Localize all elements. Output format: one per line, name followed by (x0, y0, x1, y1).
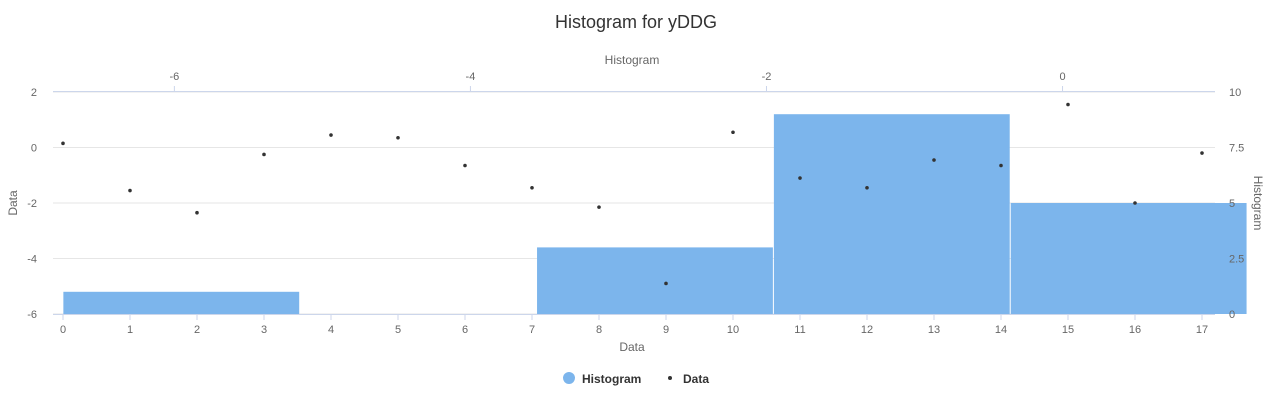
histogram-bar-0 (63, 291, 300, 314)
x-bottom-tick-label: 17 (1196, 324, 1208, 336)
histogram-bars (63, 114, 1247, 314)
y-right-tick-label: 5 (1229, 198, 1235, 210)
x-axis-top-title: Histogram (605, 53, 660, 67)
x-bottom-tick-label: 9 (663, 324, 669, 336)
data-point-15 (1066, 102, 1070, 107)
x-top-tick-label: -6 (169, 71, 179, 83)
x-bottom-tick-label: 12 (861, 324, 873, 336)
legend-data-label: Data (683, 372, 709, 386)
x-bottom-tick-label: 14 (995, 324, 1007, 336)
data-point-2 (195, 210, 199, 215)
data-point-12 (865, 185, 869, 190)
legend-histogram-marker (563, 372, 575, 384)
x-axis-top-ticks: -6 -4 -2 0 (169, 71, 1066, 92)
y-right-tick-label: 10 (1229, 87, 1241, 99)
y-left-tick-label: -2 (27, 198, 37, 210)
data-point-11 (798, 176, 802, 180)
y-right-tick-label: 0 (1229, 309, 1235, 321)
x-bottom-tick-label: 3 (261, 324, 267, 336)
x-bottom-tick-label: 8 (596, 324, 602, 336)
data-point-13 (932, 158, 936, 162)
y-left-tick-label: 2 (31, 87, 37, 99)
x-axis-bottom-ticks: 0 1 2 3 4 5 6 7 8 9 10 11 12 13 14 15 16 17 (60, 314, 1208, 336)
x-bottom-tick-label: 16 (1129, 324, 1141, 336)
legend-histogram-label: Histogram (582, 372, 641, 386)
x-bottom-tick-label: 0 (60, 324, 66, 336)
data-point-7 (530, 185, 534, 190)
data-point-1 (128, 188, 132, 193)
histogram-bar-3 (773, 114, 1010, 314)
y-right-tick-label: 2.5 (1229, 254, 1244, 266)
x-bottom-tick-label: 5 (395, 324, 401, 336)
y-axis-right-ticks: 0 2.5 5 7.5 10 (1229, 87, 1244, 321)
x-bottom-tick-label: 10 (727, 324, 739, 336)
data-point-17 (1200, 151, 1204, 155)
legend: Histogram Data (563, 372, 709, 386)
data-point-0 (61, 141, 65, 146)
histogram-bar-4 (1010, 203, 1247, 314)
x-bottom-tick-label: 4 (328, 324, 334, 336)
data-point-6 (463, 163, 467, 168)
data-point-10 (731, 130, 735, 135)
data-point-5 (396, 135, 400, 140)
legend-data-marker (668, 376, 672, 380)
x-top-tick-label: 0 (1059, 71, 1065, 83)
data-point-4 (329, 133, 333, 137)
x-bottom-tick-label: 11 (794, 324, 805, 336)
y-axis-right-title: Histogram (1251, 176, 1265, 231)
legend-item-data[interactable]: Data (668, 372, 709, 386)
y-left-tick-label: -6 (27, 309, 37, 321)
data-point-8 (597, 205, 601, 209)
chart-title: Histogram for yDDG (555, 12, 717, 32)
data-point-3 (262, 152, 266, 157)
x-top-tick-label: -4 (466, 71, 476, 83)
y-right-tick-label: 7.5 (1229, 143, 1244, 155)
histogram-bar-2 (537, 247, 773, 314)
data-point-14 (999, 163, 1003, 168)
y-axis-left-ticks: -6 -4 -2 0 2 (27, 87, 37, 321)
x-bottom-tick-label: 13 (928, 324, 940, 336)
data-point-16 (1133, 201, 1137, 205)
x-bottom-tick-label: 1 (127, 324, 133, 336)
y-axis-left-title: Data (6, 190, 20, 216)
legend-item-histogram[interactable]: Histogram (563, 372, 641, 386)
x-bottom-tick-label: 15 (1062, 324, 1074, 336)
x-top-tick-label: -2 (762, 71, 772, 83)
y-left-tick-label: -4 (27, 254, 37, 266)
x-bottom-tick-label: 6 (462, 324, 468, 336)
x-bottom-tick-label: 7 (529, 324, 535, 336)
data-point-9 (664, 281, 668, 286)
data-points (61, 102, 1204, 286)
x-bottom-tick-label: 2 (194, 324, 200, 336)
y-left-tick-label: 0 (31, 143, 37, 155)
x-axis-bottom-title: Data (619, 340, 645, 354)
